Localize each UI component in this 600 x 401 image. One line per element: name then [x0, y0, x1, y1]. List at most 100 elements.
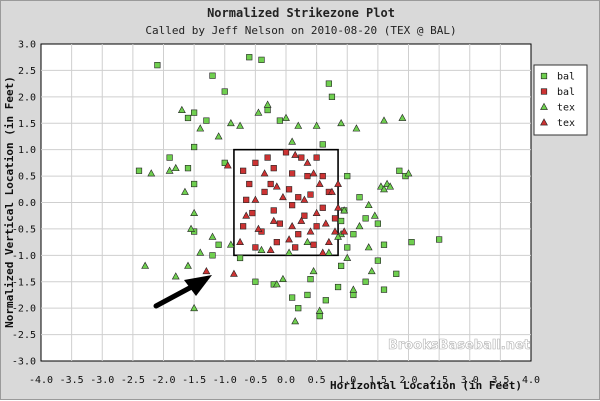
pitch-marker [334, 232, 342, 240]
pitch-marker [319, 204, 326, 211]
x-tick-label: -3.0 [90, 375, 114, 386]
pitch-marker [334, 203, 342, 211]
pitch-marker [301, 212, 308, 219]
pitch-marker [279, 274, 287, 283]
pitch-marker [171, 163, 180, 172]
pitch-marker [181, 187, 189, 195]
pitch-marker [282, 149, 290, 156]
pitch-marker [367, 266, 376, 275]
pitch-marker [295, 194, 302, 201]
pitch-marker [355, 222, 364, 230]
pitch-marker [246, 54, 253, 61]
pitch-marker [324, 248, 333, 256]
x-tick-label: 0.5 [308, 375, 326, 386]
x-tick-label: -2.0 [151, 375, 175, 386]
pitch-marker [304, 172, 311, 180]
pitch-marker [398, 113, 407, 121]
x-tick-label: 0.0 [277, 375, 295, 386]
pitch-marker [282, 113, 290, 121]
pitch-marker [292, 244, 299, 251]
pitch-marker [307, 276, 314, 283]
pitch-marker [318, 248, 327, 256]
pitch-marker [309, 266, 318, 275]
pitch-marker [154, 62, 161, 69]
pitch-marker [404, 169, 413, 177]
y-tick-label: 2.5 [18, 66, 36, 77]
pitch-marker [191, 109, 198, 116]
legend-marker [540, 72, 548, 80]
pitch-marker [240, 167, 247, 174]
pitch-marker [196, 124, 205, 132]
pitch-marker [349, 285, 358, 293]
y-tick-label: -1.5 [12, 277, 36, 288]
pitch-marker [215, 241, 222, 248]
pitch-marker [386, 182, 395, 190]
y-tick-label: -3.0 [12, 357, 36, 368]
pitch-marker [223, 161, 232, 169]
pitch-marker [321, 219, 330, 227]
pitch-marker [254, 108, 263, 116]
pitch-marker [184, 261, 192, 269]
pitch-marker [436, 236, 443, 243]
pitch-marker [243, 196, 250, 203]
pitch-marker [270, 207, 277, 214]
pitch-marker [236, 121, 244, 129]
pitch-marker [338, 262, 345, 270]
pitch-marker [141, 261, 150, 269]
pitch-marker [315, 179, 324, 187]
pitch-marker [264, 154, 271, 161]
y-tick-label: 3.0 [18, 40, 36, 51]
pitch-marker [285, 186, 293, 193]
y-tick-label: -0.5 [12, 224, 36, 235]
legend-label: tex [557, 118, 575, 129]
pitch-marker [266, 245, 275, 253]
pitch-marker [165, 166, 174, 174]
pitch-marker [350, 291, 357, 299]
x-tick-label: 1.0 [338, 375, 356, 386]
pitch-marker [370, 211, 379, 219]
pitch-marker [269, 216, 278, 224]
pitch-marker [344, 172, 351, 180]
pitch-marker [295, 305, 302, 312]
pitch-marker [309, 169, 318, 177]
legend-marker [540, 118, 548, 126]
legend-marker [540, 102, 548, 110]
y-tick-label: 1.5 [18, 119, 36, 130]
pitch-marker [257, 245, 266, 253]
pitch-marker [184, 114, 192, 122]
pitch-marker [316, 312, 323, 320]
pitch-marker [331, 215, 339, 222]
pitch-marker [190, 208, 199, 216]
x-tick-label: -1.5 [182, 375, 206, 386]
x-tick-label: 2.5 [430, 375, 448, 386]
pitch-marker [279, 192, 287, 201]
pitch-marker [191, 143, 198, 151]
pitch-marker [208, 232, 217, 240]
x-tick-label: -1.0 [213, 375, 237, 386]
pitch-marker [303, 237, 312, 246]
pitch-marker [221, 88, 228, 95]
pitch-marker [254, 224, 263, 232]
pitch-marker [300, 195, 309, 203]
pitch-marker [324, 237, 333, 246]
pitch-marker [374, 257, 381, 264]
pitch-marker [272, 280, 281, 288]
pitch-marker [202, 266, 211, 275]
pitch-marker [380, 185, 388, 193]
x-axis-label: Horizontal Location (in Feet) [330, 379, 522, 392]
pitch-marker [166, 154, 173, 161]
pitch-marker [272, 182, 281, 190]
pitch-marker [184, 165, 192, 172]
chart-subtitle: Called by Jeff Nelson on 2010-08-20 (TEX… [145, 24, 456, 37]
y-tick-label: -1.0 [12, 251, 36, 262]
pitch-marker [246, 180, 253, 188]
pitch-marker [177, 105, 186, 113]
pitch-marker [328, 187, 336, 195]
pitch-marker [303, 158, 312, 166]
pitch-marker [191, 180, 198, 188]
x-tick-label: 1.5 [369, 375, 387, 386]
pitch-marker [289, 202, 296, 209]
pitch-marker [380, 286, 388, 293]
pitch-marker [374, 220, 381, 227]
legend-label: tex [557, 103, 575, 114]
